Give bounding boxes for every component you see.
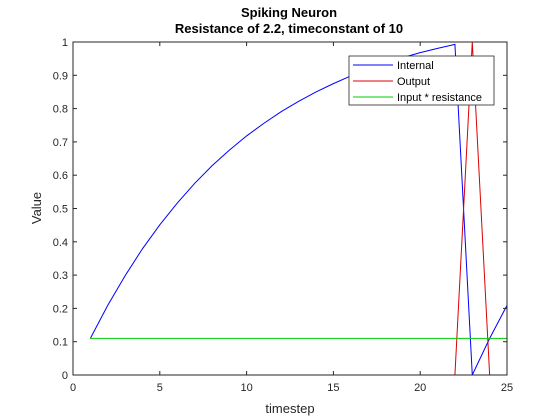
x-tick-label: 0 — [70, 382, 76, 394]
y-tick-label: 0.5 — [53, 204, 68, 216]
y-tick-label: 0 — [62, 370, 68, 382]
y-tick-label: 1 — [62, 37, 68, 49]
legend-label: Input * resistance — [397, 92, 482, 104]
y-tick-label: 0.2 — [53, 303, 68, 315]
x-tick-label: 20 — [414, 382, 426, 394]
legend-label: Internal — [397, 60, 434, 72]
legend-label: Output — [397, 76, 430, 88]
chart-subtitle: Resistance of 2.2, timeconstant of 10 — [175, 21, 403, 36]
y-tick-label: 0.6 — [53, 170, 68, 182]
y-tick-label: 0.1 — [53, 337, 68, 349]
y-tick-label: 0.9 — [53, 70, 68, 82]
y-tick-label: 0.8 — [53, 104, 68, 116]
x-axis-label: timestep — [265, 401, 314, 416]
legend: Internal Output Input * resistance — [348, 55, 495, 106]
y-tick-label: 0.3 — [53, 270, 68, 282]
x-tick-label: 25 — [501, 382, 513, 394]
y-axis-label: Value — [29, 192, 44, 224]
series-line-internal — [89, 43, 507, 375]
x-tick-label: 5 — [157, 382, 163, 394]
series-layer — [89, 42, 507, 375]
x-tick-label: 10 — [240, 382, 252, 394]
chart-title: Spiking Neuron — [241, 5, 337, 20]
x-tick-label: 15 — [327, 382, 339, 394]
axes-layer: 0 5 10 15 20 25 0 0.1 0.2 0.3 0.4 0.5 0.6 0.7 0.8 0.9 1 — [53, 37, 513, 394]
y-tick-label: 0.4 — [53, 237, 68, 249]
y-tick-label: 0.7 — [53, 137, 68, 149]
plot-frame — [72, 41, 508, 376]
